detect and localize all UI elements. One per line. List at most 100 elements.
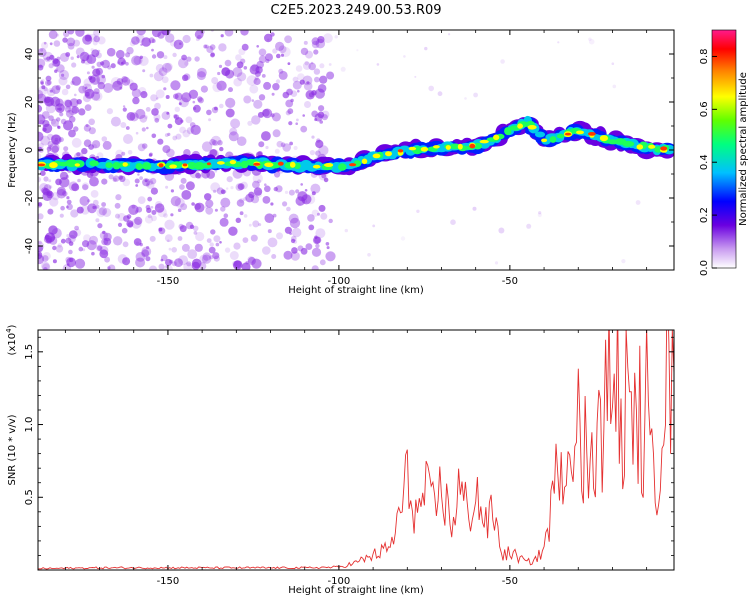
noise-blob [317, 111, 325, 119]
noise-blob [39, 119, 45, 125]
noise-blob [57, 243, 62, 248]
noise-blob [611, 62, 615, 65]
snr-y-tick-label: 1.0 [24, 417, 35, 433]
noise-blob [182, 74, 189, 82]
noise-blob [61, 88, 69, 96]
noise-blob [46, 56, 51, 61]
noise-blob [194, 243, 203, 252]
noise-blob [107, 266, 111, 270]
noise-blob [98, 207, 108, 216]
noise-blob [66, 205, 69, 209]
ridge-segment [112, 162, 121, 170]
noise-blob [153, 71, 164, 82]
noise-blob [192, 225, 199, 232]
noise-blob [66, 257, 76, 268]
noise-blob [258, 94, 266, 101]
noise-blob [76, 99, 82, 105]
noise-blob [135, 131, 139, 135]
noise-blob [149, 73, 154, 78]
noise-blob [75, 30, 85, 37]
noise-blob [175, 133, 182, 140]
noise-blob [60, 118, 67, 125]
noise-blob [295, 189, 300, 194]
ridge-segment [135, 163, 143, 170]
noise-blob [318, 105, 325, 112]
noise-blob [90, 48, 94, 52]
noise-blob [162, 145, 171, 154]
noise-blob [210, 135, 222, 146]
noise-blob [311, 135, 315, 139]
noise-blob [211, 77, 219, 84]
noise-blob [38, 104, 43, 113]
noise-blob [283, 250, 293, 260]
noise-blob [372, 224, 376, 228]
colorbar-tick-label: 0.8 [699, 48, 710, 64]
noise-blob [141, 37, 151, 47]
noise-blob [82, 248, 86, 252]
noise-blob [52, 245, 57, 251]
noise-blob [46, 80, 52, 86]
noise-blob [226, 187, 229, 190]
noise-blob [139, 242, 143, 247]
noise-blob [292, 80, 302, 90]
noise-blob [43, 41, 47, 45]
noise-blob [313, 49, 319, 55]
ridge-segment [338, 163, 347, 171]
noise-blob [276, 232, 283, 240]
ridge-segment [622, 140, 635, 147]
noise-blob [189, 122, 196, 128]
noise-blob [91, 65, 95, 69]
noise-blob [43, 184, 52, 192]
noise-blob [41, 255, 49, 262]
noise-blob [190, 124, 201, 135]
noise-blob [197, 96, 203, 102]
noise-blob [54, 69, 58, 73]
noise-blob [149, 235, 156, 242]
ridge-segment [217, 161, 225, 165]
noise-blob [271, 92, 275, 96]
noise-blob [155, 64, 164, 73]
spectrogram-y-tick-label: -40 [24, 238, 35, 254]
noise-blob [88, 127, 96, 135]
noise-blob [219, 103, 224, 109]
noise-blob [296, 118, 299, 122]
noise-blob [166, 148, 175, 158]
noise-blob [243, 66, 248, 70]
spectrogram-x-tick-label: -50 [502, 276, 518, 287]
noise-blob [286, 206, 291, 212]
noise-blob [92, 205, 97, 210]
noise-blob [201, 254, 212, 264]
noise-blob [280, 53, 285, 57]
noise-blob [40, 48, 44, 52]
noise-blob [70, 80, 75, 86]
noise-blob [64, 99, 73, 108]
noise-blob [136, 206, 143, 213]
noise-blob [58, 69, 69, 81]
noise-blob [300, 47, 309, 56]
noise-blob [181, 190, 192, 200]
snr-frame [37, 329, 675, 571]
noise-blob [51, 134, 62, 145]
noise-blob [236, 136, 247, 146]
noise-blob [191, 258, 202, 269]
noise-blob [97, 49, 101, 53]
noise-blob [340, 66, 346, 72]
noise-blob [194, 202, 205, 213]
noise-blob [144, 179, 148, 183]
noise-blob [188, 89, 199, 100]
noise-blob [212, 252, 220, 260]
noise-blob [49, 89, 53, 93]
noise-blob [473, 92, 478, 98]
noise-blob [180, 203, 188, 211]
noise-blob [280, 142, 286, 148]
noise-blob [99, 249, 109, 259]
colorbar-ticks: 0.0 0.2 0.4 0.6 0.8 [699, 48, 717, 276]
noise-blob [323, 33, 333, 44]
noise-blob [210, 182, 221, 193]
ridge-segment [473, 142, 483, 150]
noise-blob [63, 146, 69, 152]
noise-blob [236, 199, 245, 207]
noise-blob [165, 33, 175, 43]
noise-blob [142, 178, 151, 187]
noise-blob [114, 202, 121, 209]
